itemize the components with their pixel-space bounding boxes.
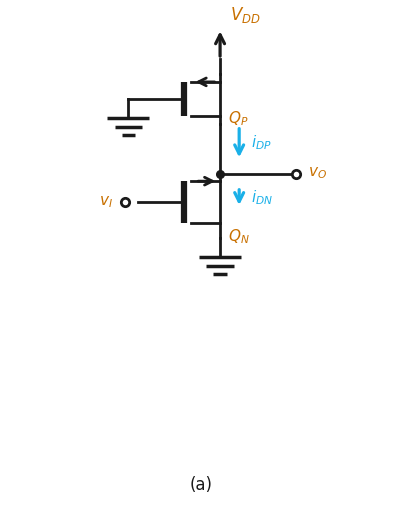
- Text: $Q_N$: $Q_N$: [227, 227, 249, 246]
- Text: $i_{DP}$: $i_{DP}$: [250, 134, 271, 152]
- Text: $v_O$: $v_O$: [307, 166, 326, 182]
- Text: $v_I$: $v_I$: [99, 194, 113, 210]
- Text: $Q_P$: $Q_P$: [227, 109, 247, 128]
- Text: $V_{DD}$: $V_{DD}$: [229, 5, 260, 25]
- Text: (a): (a): [189, 476, 212, 494]
- Text: $i_{DN}$: $i_{DN}$: [250, 188, 272, 207]
